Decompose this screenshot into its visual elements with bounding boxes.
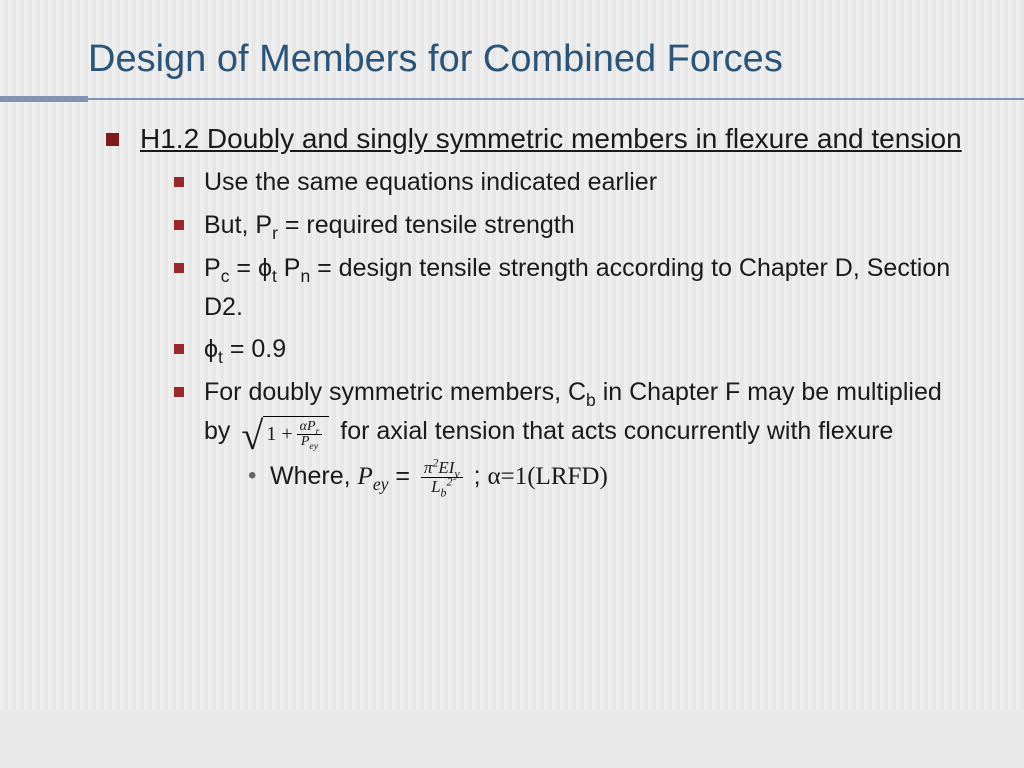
bullet-pr-required: But, Pr = required tensile strength xyxy=(174,206,974,245)
heading-text: H1.2 Doubly and singly symmetric members… xyxy=(140,123,962,154)
sqrt-expression: √ 1 + αPr Pey xyxy=(241,412,329,452)
text: P xyxy=(204,254,221,282)
sub: b xyxy=(586,390,596,410)
text: P xyxy=(277,254,301,282)
footer-bar xyxy=(0,710,1024,768)
bullet-same-equations: Use the same equations indicated earlier xyxy=(174,163,974,202)
text: for axial tension that acts concurrently… xyxy=(340,417,893,445)
text: = 0.9 xyxy=(223,335,286,363)
text: But, P xyxy=(204,211,272,239)
text: = xyxy=(395,462,417,490)
bullet-pc-design: Pc = ϕt Pn = design tensile strength acc… xyxy=(174,249,974,327)
heading-bullet: H1.2 Doubly and singly symmetric members… xyxy=(106,120,974,496)
slide-title: Design of Members for Combined Forces xyxy=(88,38,1024,82)
sub: n xyxy=(300,266,310,286)
num-text: αP xyxy=(300,419,316,434)
text: For doubly symmetric members, C xyxy=(204,378,586,406)
title-area: Design of Members for Combined Forces xyxy=(0,0,1024,82)
fraction-pey: π2EIy Lb2 xyxy=(421,459,463,496)
sep: ; xyxy=(474,462,488,490)
phi: ϕ xyxy=(204,335,218,363)
fraction: αPr Pey xyxy=(297,420,323,450)
text: = xyxy=(229,254,258,282)
bullet-doubly-symmetric: For doubly symmetric members, Cb in Chap… xyxy=(174,373,974,496)
l: L xyxy=(431,477,440,496)
alpha-text: α=1(LRFD) xyxy=(488,463,608,490)
bullet-phi-value: ϕt = 0.9 xyxy=(174,330,974,369)
text: = required tensile strength xyxy=(278,211,575,239)
bullet-where-pey: Where, Pey = π2EIy Lb2 xyxy=(248,458,974,496)
slide: Design of Members for Combined Forces H1… xyxy=(0,0,1024,768)
sub: ey xyxy=(309,441,318,452)
sub: ey xyxy=(373,474,389,494)
var: P xyxy=(358,463,373,490)
content-area: H1.2 Doubly and singly symmetric members… xyxy=(0,102,1024,496)
text: 1 + xyxy=(266,419,292,450)
sqrt-sign-icon: √ xyxy=(241,416,263,456)
text: = design tensile strength according to C… xyxy=(204,254,950,321)
text: Where, xyxy=(270,462,358,490)
sqrt-body: 1 + αPr Pey xyxy=(263,416,329,450)
phi: ϕ xyxy=(258,254,272,282)
sup: 2 xyxy=(447,475,453,489)
